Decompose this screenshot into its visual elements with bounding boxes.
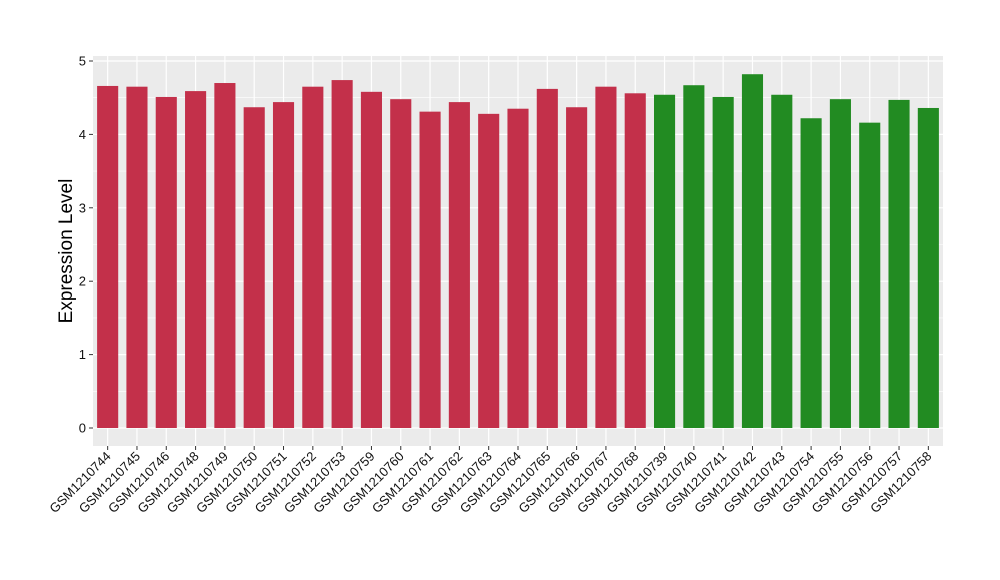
bar-GSM1210768 <box>624 93 646 429</box>
y-tick-label: 3 <box>79 200 86 215</box>
bar-GSM1210740 <box>683 85 705 429</box>
bar-GSM1210741 <box>712 96 734 428</box>
bar-GSM1210753 <box>331 80 353 429</box>
bar-GSM1210745 <box>126 86 148 428</box>
bar-GSM1210748 <box>185 91 207 429</box>
bar-GSM1210749 <box>214 83 236 429</box>
y-tick-label: 4 <box>79 127 86 142</box>
bar-GSM1210757 <box>888 99 910 428</box>
y-tick-label: 5 <box>79 54 86 69</box>
bar-GSM1210752 <box>302 86 324 428</box>
bar-GSM1210758 <box>917 107 939 428</box>
bar-GSM1210744 <box>97 85 119 429</box>
y-tick-label: 2 <box>79 274 86 289</box>
bar-GSM1210766 <box>566 107 588 428</box>
bar-GSM1210763 <box>478 113 500 429</box>
y-axis-label: Expression Level <box>56 179 77 324</box>
bar-GSM1210759 <box>360 91 382 428</box>
bar-GSM1210767 <box>595 86 617 428</box>
y-tick-label: 1 <box>79 347 86 362</box>
bar-GSM1210755 <box>829 99 851 428</box>
y-tick-label: 0 <box>79 421 86 436</box>
bar-GSM1210754 <box>800 118 822 428</box>
bar-GSM1210765 <box>536 88 558 428</box>
bar-GSM1210760 <box>390 99 412 428</box>
bar-GSM1210742 <box>741 74 764 428</box>
bar-GSM1210764 <box>507 108 529 429</box>
bar-GSM1210750 <box>243 107 265 428</box>
bar-GSM1210739 <box>654 94 676 428</box>
bar-GSM1210751 <box>272 102 295 428</box>
bar-GSM1210761 <box>419 111 441 429</box>
bar-GSM1210743 <box>771 94 793 428</box>
bar-GSM1210746 <box>155 96 177 428</box>
bar-GSM1210762 <box>448 102 470 428</box>
bar-GSM1210756 <box>859 122 881 428</box>
